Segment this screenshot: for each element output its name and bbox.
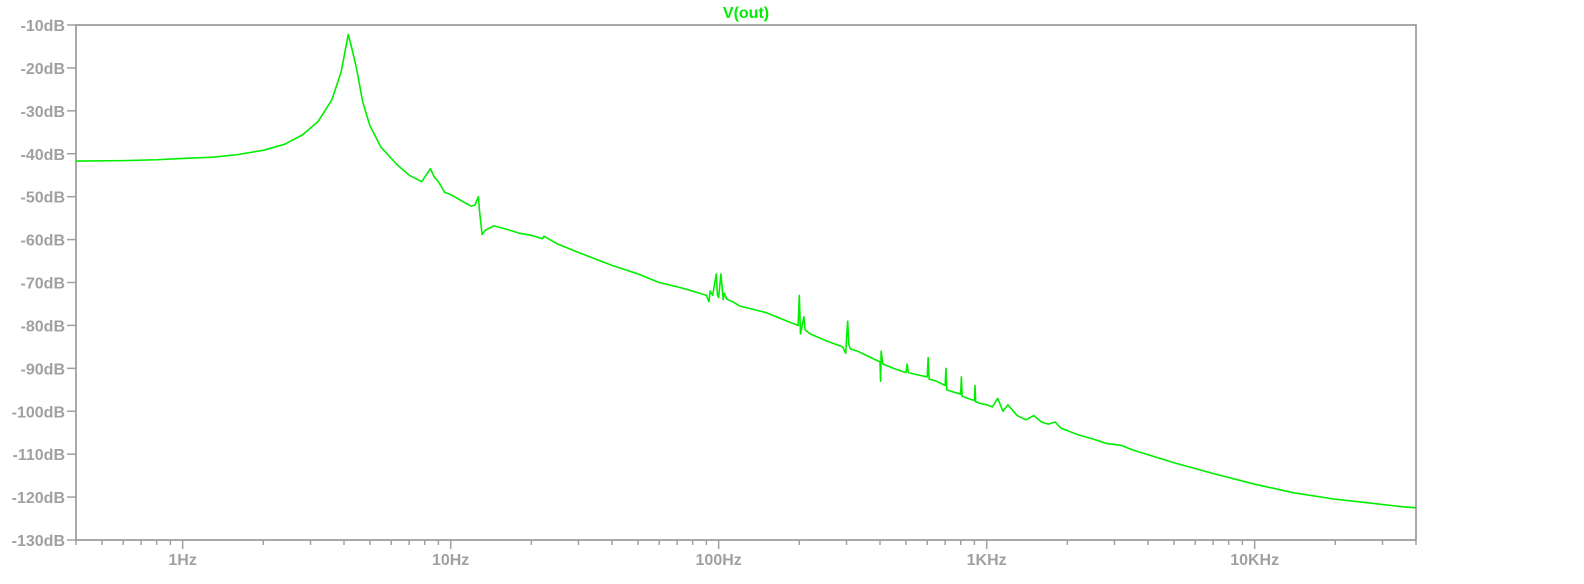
y-tick-label: -60dB (21, 233, 65, 250)
y-tick-label: -20dB (21, 61, 65, 78)
x-tick-label: 10Hz (432, 552, 469, 569)
y-tick-label: -50dB (21, 190, 65, 207)
series-line-vout (75, 33, 1417, 509)
y-tick-label: -80dB (21, 318, 65, 335)
y-tick-label: -130dB (12, 533, 65, 550)
y-tick-label: -100dB (12, 404, 65, 421)
x-tick-label: 1Hz (168, 552, 196, 569)
y-axis: -10dB -20dB -30dB -40dB -50dB -60dB -70dB -80dB… (12, 18, 76, 550)
y-tick-label: -30dB (21, 104, 65, 121)
y-tick-label: -90dB (21, 361, 65, 378)
x-tick-label: 1KHz (967, 552, 1007, 569)
trace-title[interactable]: V(out) (723, 5, 769, 22)
x-tick-label: 10KHz (1230, 552, 1279, 569)
series-layer (75, 33, 1417, 509)
y-tick-label: -40dB (21, 147, 65, 164)
plot-frame (75, 24, 1417, 541)
y-tick-label: -110dB (13, 447, 65, 464)
x-tick-label: 100Hz (696, 552, 742, 569)
x-axis: 1Hz 10Hz 100Hz 1KHz 10KHz (75, 540, 1417, 569)
y-tick-label: -70dB (21, 276, 65, 293)
y-tick-label: -120dB (12, 490, 65, 507)
y-tick-label: -10dB (21, 18, 65, 35)
